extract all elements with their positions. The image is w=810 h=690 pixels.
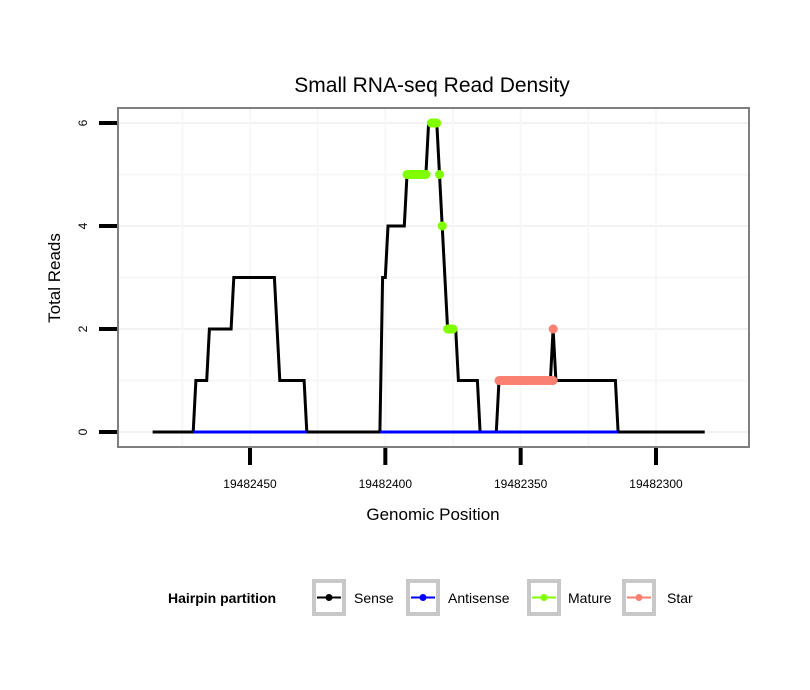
legend-label: Sense: [354, 590, 394, 606]
y-tick-label: 2: [76, 325, 90, 332]
chart-title: Small RNA-seq Read Density: [294, 74, 570, 97]
legend-label: Mature: [568, 590, 612, 606]
legend: Hairpin partition Sense Antisense Mature St…: [168, 579, 693, 616]
legend-label: Antisense: [448, 590, 510, 606]
legend-title: Hairpin partition: [168, 590, 276, 606]
y-axis-title: Total Reads: [45, 233, 64, 323]
x-axis-title: Genomic Position: [366, 505, 499, 524]
x-tick-label: 19482350: [494, 477, 548, 491]
legend-item-star: Star: [622, 579, 693, 616]
x-tick-label: 19482450: [223, 477, 277, 491]
x-axis: 19482450 19482400 19482350 19482300: [223, 448, 683, 491]
legend-item-mature: Mature: [527, 579, 612, 616]
legend-key-point: [325, 594, 333, 601]
legend-item-sense: Sense: [312, 579, 394, 616]
legend-key-point: [540, 594, 548, 601]
x-tick-label: 19482400: [359, 477, 413, 491]
y-axis: 0 2 4 6: [76, 119, 117, 435]
legend-key-point: [419, 594, 427, 601]
legend-item-antisense: Antisense: [406, 579, 510, 616]
series-layer: [152, 118, 705, 434]
y-tick-label: 4: [76, 222, 90, 229]
x-tick-label: 19482300: [629, 477, 683, 491]
legend-label: Star: [667, 590, 693, 606]
legend-key-point: [635, 594, 643, 601]
y-tick-label: 6: [76, 119, 90, 126]
y-tick-label: 0: [76, 428, 90, 435]
